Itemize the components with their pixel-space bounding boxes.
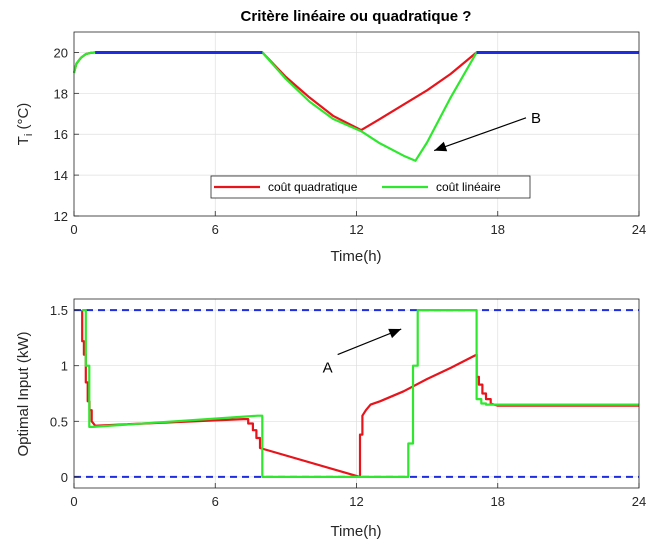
series-line-green — [72, 51, 639, 162]
x-tick-label: 0 — [70, 494, 77, 509]
x-tick-label: 18 — [491, 494, 505, 509]
x-axis-label: Time(h) — [330, 523, 381, 540]
x-tick-label: 6 — [212, 494, 219, 509]
y-tick-label: 14 — [54, 168, 68, 183]
y-tick-label: 1.5 — [50, 303, 68, 318]
y-tick-label: 0.5 — [50, 414, 68, 429]
series-group — [74, 309, 639, 478]
x-tick-label: 6 — [212, 222, 219, 237]
legend-box — [210, 175, 531, 199]
y-axis-label-unit: (°C) — [15, 103, 32, 134]
x-tick-label: 18 — [491, 222, 505, 237]
x-tick-label: 12 — [349, 222, 363, 237]
series-line-red — [81, 310, 639, 478]
legend: coût quadratique coût linéaire — [210, 175, 531, 199]
annotation-arrow — [433, 117, 527, 152]
temperature-plot: 0 6 12 18 24 12 14 16 18 20 Time(h) Ti (°C) coût … — [15, 31, 647, 265]
series-group — [72, 50, 639, 162]
annotation-label: A — [323, 360, 333, 377]
legend-entry-quadratique: coût quadratique — [268, 180, 358, 194]
series-line-green — [82, 309, 639, 478]
annotation-label: B — [531, 110, 541, 127]
x-tick-label: 0 — [70, 222, 77, 237]
ticks: 0 6 12 18 24 12 14 16 18 20 — [54, 45, 647, 237]
annotation-a: A — [323, 328, 402, 377]
y-tick-label: 0 — [61, 470, 68, 485]
y-axis-label-subscript: i — [23, 134, 35, 136]
y-tick-label: 16 — [54, 127, 68, 142]
annotation-b: B — [433, 110, 541, 152]
x-axis-label: Time(h) — [330, 248, 381, 265]
input-plot: 0 6 12 18 24 0 0.5 1 1.5 Time(h) Optimal Input (… — [15, 298, 646, 540]
y-tick-label: 1 — [61, 359, 68, 374]
ticks: 0 6 12 18 24 0 0.5 1 1.5 — [50, 303, 646, 509]
y-axis-label: Ti (°C) — [15, 103, 35, 146]
y-axis-label-main: T — [15, 136, 32, 145]
annotation-arrowhead — [434, 141, 448, 152]
x-tick-label: 24 — [632, 222, 646, 237]
y-tick-label: 18 — [54, 86, 68, 101]
x-tick-label: 12 — [349, 494, 363, 509]
y-axis-label: Optimal Input (kW) — [15, 331, 32, 456]
legend-entry-lineaire: coût linéaire — [436, 180, 501, 194]
x-tick-label: 24 — [632, 494, 646, 509]
y-tick-label: 20 — [54, 45, 68, 60]
annotation-arrowhead — [388, 328, 402, 339]
chart-title: Critère linéaire ou quadratique ? — [241, 8, 472, 25]
y-tick-label: 12 — [54, 209, 68, 224]
